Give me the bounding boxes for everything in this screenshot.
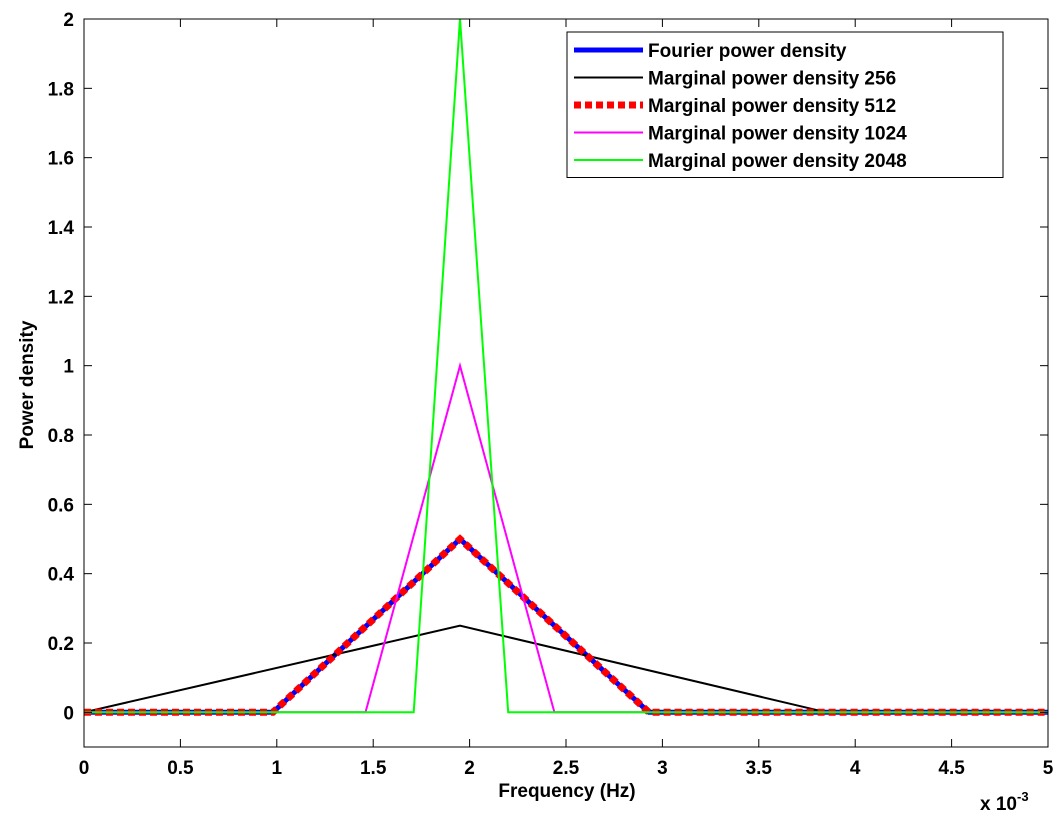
legend-label-5: Marginal power density 2048 xyxy=(648,151,907,172)
y-tick-label: 0 xyxy=(63,703,74,724)
y-tick-label: 0.6 xyxy=(48,495,74,516)
y-tick-label: 1.8 xyxy=(48,79,74,100)
y-tick-label: 1 xyxy=(63,357,74,378)
x-tick-label: 4 xyxy=(850,758,861,779)
x-tick-label: 3.5 xyxy=(746,758,773,779)
series-line-1 xyxy=(84,535,1048,715)
y-tick-label: 2 xyxy=(63,10,74,31)
x-tick-label: 1.5 xyxy=(360,758,387,779)
x-tick-label: 5 xyxy=(1043,758,1054,779)
y-tick-label: 1.4 xyxy=(48,218,75,239)
axis-ticks: 0 0.5 1 1.5 2 2.5 3 3.5 4 4.5 5 0 0.2 0.4 0.6 0.8 1 1.2 1.… xyxy=(48,10,1054,779)
x-tick-label: 3 xyxy=(657,758,668,779)
legend-label-1: Fourier power density xyxy=(648,41,847,62)
y-axis-label: Power density xyxy=(17,320,38,449)
x-tick-label: 2.5 xyxy=(553,758,580,779)
legend-label-3: Marginal power density 512 xyxy=(648,96,896,117)
legend-box xyxy=(566,31,1004,178)
y-tick-label: 0.2 xyxy=(48,634,74,655)
y-tick-label: 1.6 xyxy=(48,149,74,170)
series-line-3 xyxy=(84,534,1048,716)
x-axis-exponent: x 10-3 xyxy=(980,789,1029,815)
x-exponent-power: -3 xyxy=(1017,789,1029,804)
y-tick-label: 0.8 xyxy=(48,426,74,447)
series-line-4 xyxy=(84,361,1048,714)
x-axis-label: Frequency (Hz) xyxy=(498,781,635,802)
y-tick-label: 1.2 xyxy=(48,287,74,308)
x-tick-label: 1 xyxy=(272,758,283,779)
x-tick-label: 0 xyxy=(79,758,90,779)
legend: Fourier power density Marginal power dens… xyxy=(566,31,1004,178)
x-tick-label: 0.5 xyxy=(167,758,194,779)
legend-label-4: Marginal power density 1024 xyxy=(648,124,907,145)
legend-label-2: Marginal power density 256 xyxy=(648,69,896,90)
x-tick-label: 4.5 xyxy=(938,758,965,779)
y-tick-label: 0.4 xyxy=(48,565,75,586)
x-exponent-base: x 10 xyxy=(980,794,1017,815)
x-tick-label: 2 xyxy=(464,758,475,779)
